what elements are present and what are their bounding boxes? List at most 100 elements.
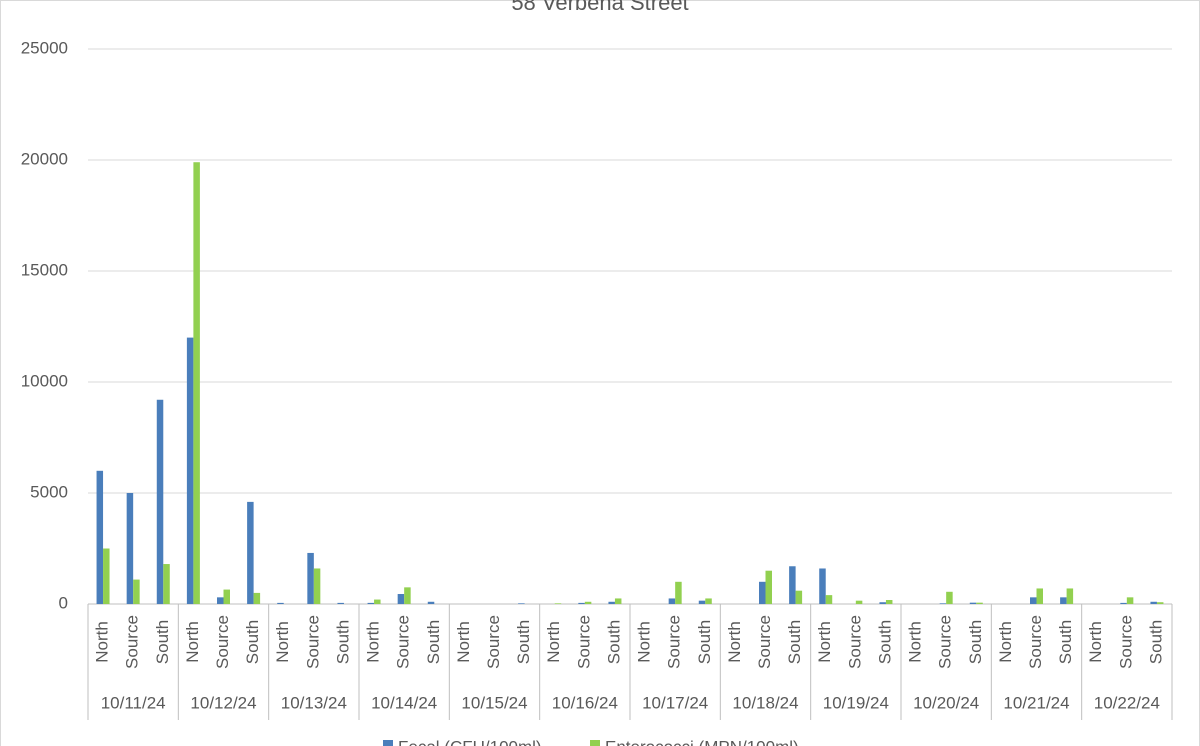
bar [939, 603, 947, 604]
bar [614, 598, 622, 604]
bar [404, 587, 411, 604]
bar [1150, 601, 1157, 604]
bar [253, 592, 261, 604]
y-tick-label: 25000 [21, 38, 68, 57]
chart-title: 58 Verbena Street [511, 0, 688, 15]
x-tick-label: Source [665, 615, 684, 669]
bar [879, 602, 886, 604]
bar [103, 548, 110, 604]
bar [789, 566, 796, 604]
x-tick-label: South [966, 620, 985, 664]
bar [126, 493, 134, 604]
legend-label: Fecal (CFU/100ml) [398, 737, 542, 746]
x-tick-label: North [364, 621, 383, 663]
group-label: 10/15/24 [461, 693, 527, 712]
x-tick-label: South [424, 620, 443, 664]
group-label: 10/14/24 [371, 693, 437, 712]
bar [705, 598, 712, 604]
group-label: 10/11/24 [101, 693, 166, 712]
x-tick-label: South [153, 620, 172, 664]
bar [765, 570, 772, 604]
x-tick-label: South [785, 620, 804, 664]
group-label: 10/21/24 [1003, 693, 1069, 712]
bar [427, 601, 435, 604]
bar [307, 552, 314, 604]
group-label: 10/19/24 [823, 693, 889, 712]
bar [1156, 602, 1164, 604]
x-tick-label: South [1146, 620, 1165, 664]
group-label: 10/12/24 [190, 693, 256, 712]
x-tick-label: North [635, 621, 654, 663]
bar [855, 600, 863, 604]
bar [367, 602, 375, 604]
bar [156, 399, 164, 604]
x-tick-label: North [544, 621, 563, 663]
bar [163, 564, 170, 604]
group-label: 10/18/24 [732, 693, 798, 712]
bar [698, 600, 706, 604]
x-tick-label: North [815, 621, 834, 663]
x-tick-label: North [93, 621, 112, 663]
bar [313, 568, 321, 604]
x-tick-label: North [273, 621, 292, 663]
x-tick-label: Source [845, 615, 864, 669]
x-tick-label: South [1056, 620, 1075, 664]
x-tick-label: South [875, 620, 894, 664]
x-tick-label: North [906, 621, 925, 663]
bar [247, 501, 254, 604]
x-tick-label: South [695, 620, 714, 664]
x-tick-label: Source [394, 615, 413, 669]
x-tick-label: Source [123, 615, 142, 669]
bar [554, 603, 562, 604]
bar [96, 470, 104, 604]
bar [976, 602, 983, 604]
x-tick-label: Source [213, 615, 232, 669]
bar [1030, 597, 1037, 604]
legend-swatch [590, 740, 600, 746]
bar [608, 601, 615, 604]
x-tick-label: Source [1116, 615, 1135, 669]
bar [584, 601, 592, 604]
bar [193, 162, 200, 604]
bar [969, 602, 977, 604]
x-tick-label: Source [936, 615, 955, 669]
bar [277, 602, 284, 604]
bar [759, 581, 766, 604]
bar [1060, 597, 1067, 604]
y-tick-label: 20000 [21, 149, 68, 168]
bar [1126, 597, 1134, 604]
x-tick-label: Source [574, 615, 593, 669]
bar [217, 597, 224, 604]
x-tick-label: North [454, 621, 473, 663]
bar [578, 602, 585, 604]
y-tick-label: 0 [59, 593, 68, 612]
bar [337, 602, 344, 604]
y-tick-label: 15000 [21, 260, 68, 279]
bar [825, 595, 833, 604]
legend-label: Enterococci (MPN/100ml) [605, 737, 799, 746]
x-tick-label: South [514, 620, 533, 664]
x-tick-label: North [1086, 621, 1105, 663]
bar [675, 581, 682, 604]
bar [133, 579, 140, 604]
bar [795, 590, 803, 604]
x-tick-label: Source [1026, 615, 1045, 669]
bar [946, 591, 953, 604]
x-tick-label: North [725, 621, 744, 663]
group-label: 10/17/24 [642, 693, 708, 712]
x-tick-label: Source [303, 615, 322, 669]
x-tick-label: Source [755, 615, 774, 669]
x-tick-label: North [183, 621, 202, 663]
group-label: 10/16/24 [552, 693, 618, 712]
legend-swatch [383, 740, 393, 746]
bar [668, 598, 676, 604]
x-tick-label: Source [484, 615, 503, 669]
y-tick-label: 5000 [30, 482, 68, 501]
x-tick-label: South [604, 620, 623, 664]
group-label: 10/13/24 [281, 693, 347, 712]
bar [819, 568, 826, 604]
bar [1066, 588, 1074, 604]
bar [374, 599, 381, 604]
